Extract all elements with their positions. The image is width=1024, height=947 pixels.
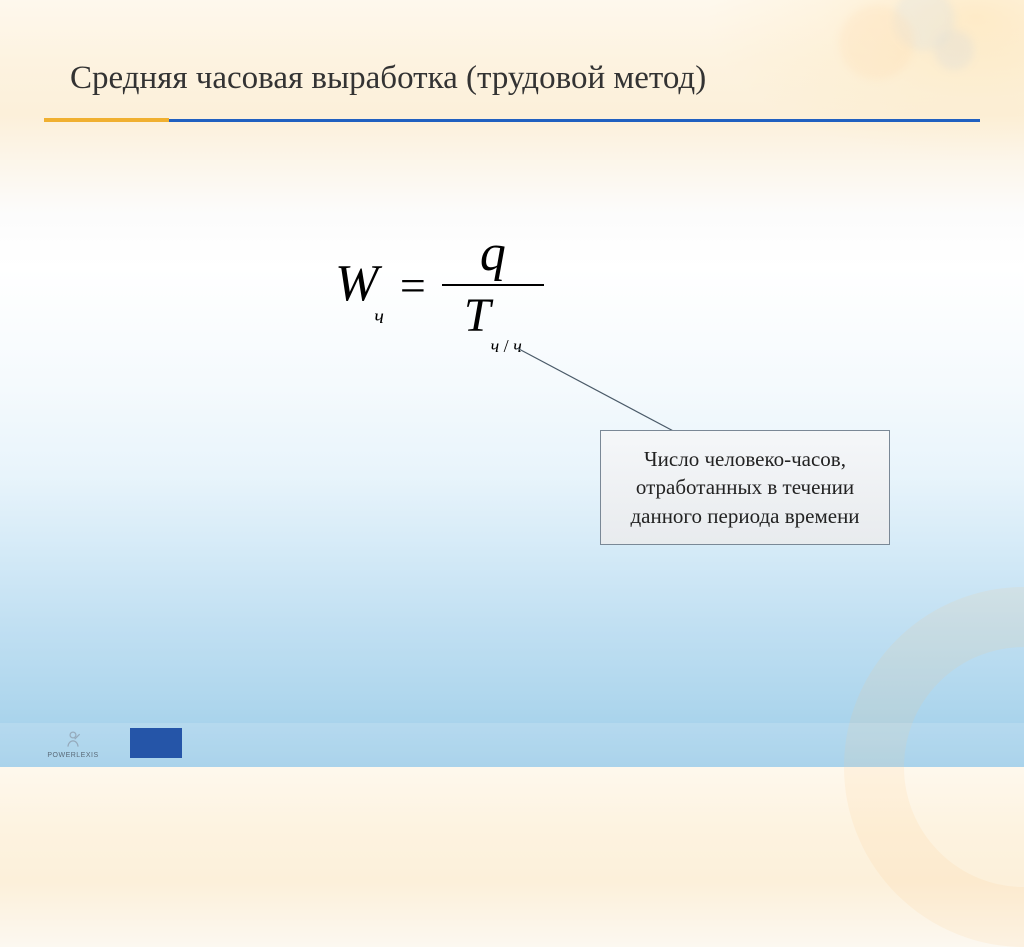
pointer-line bbox=[517, 348, 697, 440]
formula-equals: = bbox=[400, 259, 426, 312]
title-divider bbox=[44, 118, 980, 122]
formula-numerator: q bbox=[442, 225, 544, 286]
divider-main bbox=[169, 119, 980, 122]
slide-title: Средняя часовая выработка (трудовой мето… bbox=[70, 60, 706, 97]
formula-denominator: Tч / ч bbox=[442, 286, 544, 346]
denom-symbol-T: T bbox=[464, 289, 491, 342]
decorative-arc bbox=[844, 587, 1024, 947]
divider-accent bbox=[44, 118, 169, 122]
logo-icon bbox=[63, 730, 83, 750]
decorative-circles bbox=[794, 0, 994, 120]
logo-label: POWERLEXIS bbox=[47, 752, 98, 759]
powerlexis-logo: POWERLEXIS bbox=[38, 727, 108, 761]
annotation-callout: Число человеко-часов, отработанных в теч… bbox=[600, 430, 890, 545]
formula-subscript-ch: ч bbox=[374, 306, 384, 328]
formula-lhs: Wч bbox=[335, 254, 384, 317]
footer-blue-box bbox=[130, 728, 182, 758]
formula-symbol-W: W bbox=[335, 255, 378, 312]
formula-fraction: q Tч / ч bbox=[442, 225, 544, 347]
footer: POWERLEXIS bbox=[0, 723, 1024, 767]
formula: Wч = q Tч / ч bbox=[335, 225, 544, 347]
